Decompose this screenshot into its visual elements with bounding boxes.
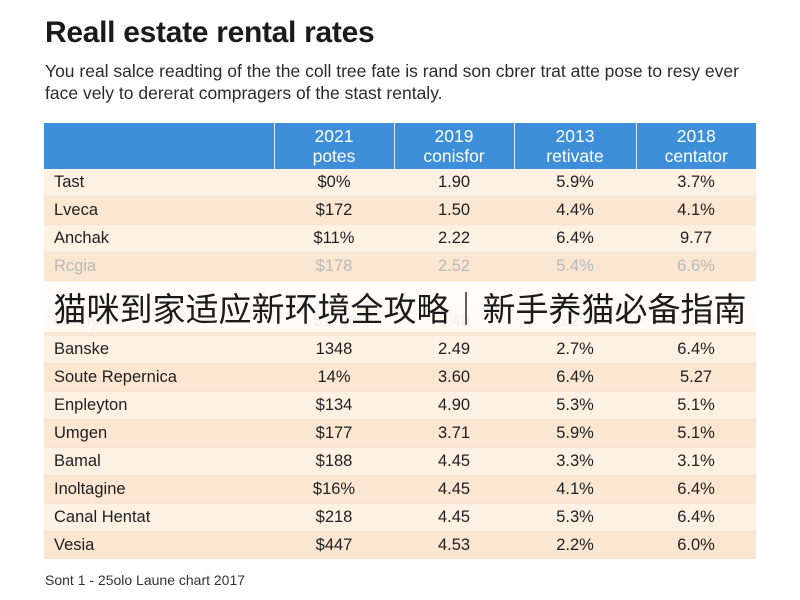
table-cell: 4.4%	[514, 196, 636, 225]
row-label: Soute Repernica	[44, 363, 274, 393]
table-cell: $134	[274, 391, 394, 421]
table-cell: 6.4%	[514, 363, 636, 393]
header-cell: 2018 centator	[635, 123, 756, 169]
table-cell: 5.9%	[514, 419, 636, 448]
table-cell: 4.1%	[636, 196, 756, 225]
chart-subtitle: You real salce readting of the the coll …	[45, 61, 739, 103]
table-row: Vesia $447 4.53 2.2% 6.0%	[44, 531, 756, 560]
table-cell: 2.2%	[514, 531, 636, 560]
table-row: Soute Repernica 14% 3.60 6.4% 5.27	[44, 363, 756, 393]
chart-title: Reall estate rental rates	[45, 16, 375, 49]
table-row: Umgen $177 3.71 5.9% 5.1%	[44, 419, 756, 448]
table-cell: 3.60	[394, 363, 514, 393]
table-cell: $218	[274, 503, 394, 532]
table-row: Inoltagine $16% 4.45 4.1% 6.4%	[44, 475, 756, 504]
table-row: Bamal $188 4.45 3.3% 3.1%	[44, 447, 756, 476]
table-row: Anchak $11% 2.22 6.4% 9.77	[44, 224, 756, 253]
table-row: Banske 1348 2.49 2.7% 6.4%	[44, 335, 756, 365]
row-label: Enpleyton	[44, 391, 274, 421]
table-cell: 6.4%	[636, 335, 756, 365]
table-body: Tast $0% 1.90 5.9% 3.7% Lveca $172 1.50 4.4% 4.1%…	[44, 169, 756, 560]
row-label: Anchak	[44, 224, 274, 253]
row-label: Banske	[44, 335, 274, 365]
table-cell: 1348	[274, 335, 394, 365]
table-cell: 6.4%	[636, 475, 756, 504]
table-cell: $11%	[274, 224, 394, 253]
table-cell: $172	[274, 196, 394, 225]
table-cell: 2.22	[394, 224, 514, 253]
row-label: Lveca	[44, 196, 274, 225]
table-cell: 5.1%	[636, 391, 756, 421]
table-cell: 6.6%	[636, 252, 756, 281]
rental-rates-table: 2021 potes 2019 conisfor 2013 retivate 2…	[44, 123, 756, 560]
row-label: Rcgia	[44, 252, 274, 281]
table-row: Enpleyton $134 4.90 5.3% 5.1%	[44, 391, 756, 421]
table-cell: 3.1%	[636, 447, 756, 476]
table-cell: 4.1%	[514, 475, 636, 504]
table-cell: 2.49	[394, 335, 514, 365]
table-cell: 5.3%	[514, 503, 636, 532]
table-cell: 5.4%	[514, 252, 636, 281]
table-row: Lveca $172 1.50 4.4% 4.1%	[44, 196, 756, 225]
table-cell: 3.7%	[636, 169, 756, 197]
table-cell: $0%	[274, 169, 394, 197]
table-cell: 6.0%	[636, 531, 756, 560]
source-note: Sont 1 - 25olo Laune chart 2017	[45, 572, 246, 588]
table-cell: 14%	[274, 363, 394, 393]
table-cell: 4.45	[394, 447, 514, 476]
table-cell: 5.3%	[514, 391, 636, 421]
table-row: Tast $0% 1.90 5.9% 3.7%	[44, 169, 756, 197]
table-cell: $16%	[274, 475, 394, 504]
table-cell: 9.77	[636, 224, 756, 253]
table-cell: $188	[274, 447, 394, 476]
table-cell: 4.45	[394, 475, 514, 504]
table-cell: 1.50	[394, 196, 514, 225]
row-label: Inoltagine	[44, 475, 274, 504]
table-cell: 1.90	[394, 169, 514, 197]
table-cell: 2.52	[394, 252, 514, 281]
table-cell: 2.7%	[514, 335, 636, 365]
rental-rates-table-container: 2021 potes 2019 conisfor 2013 retivate 2…	[44, 123, 756, 560]
table-cell: 3.3%	[514, 447, 636, 476]
header-line-1: 2019	[434, 126, 474, 146]
table-cell: 3.71	[394, 419, 514, 448]
overlay-caption: 猫咪到家适应新环境全攻略｜新手养猫必备指南	[53, 290, 747, 329]
table-cell: 5.27	[636, 363, 756, 393]
row-label: Canal Hentat	[44, 503, 274, 532]
table-row: Rcgia $178 2.52 5.4% 6.6%	[44, 252, 756, 281]
header-line-2: potes	[312, 146, 356, 166]
table-cell: 6.4%	[636, 503, 756, 532]
header-line-1: 2021	[314, 126, 354, 146]
row-label: Bamal	[44, 447, 274, 476]
table-cell: 4.53	[394, 531, 514, 560]
header-line-2: centator	[664, 146, 728, 166]
header-cell-blank	[44, 123, 274, 169]
overlay-banner: 猫咪到家适应新环境全攻略｜新手养猫必备指南	[0, 282, 800, 332]
table-cell: 4.45	[394, 503, 514, 532]
table-header-row: 2021 potes 2019 conisfor 2013 retivate 2…	[44, 123, 756, 169]
header-line-1: 2018	[676, 126, 716, 146]
header-line-2: conisfor	[423, 146, 485, 166]
header-line-1: 2013	[555, 126, 595, 146]
header-line-2: retivate	[546, 146, 604, 166]
table-cell: $178	[274, 252, 394, 281]
row-label: Tast	[44, 169, 274, 197]
row-label: Vesia	[44, 531, 274, 560]
table-cell: 5.1%	[636, 419, 756, 448]
table-cell: $447	[274, 531, 394, 560]
table-row: Canal Hentat $218 4.45 5.3% 6.4%	[44, 503, 756, 532]
header-cell: 2019 conisfor	[393, 123, 514, 169]
header-cell: 2021 potes	[273, 123, 394, 169]
row-label: Umgen	[44, 419, 274, 448]
table-cell: 4.90	[394, 391, 514, 421]
table-cell: $177	[274, 419, 394, 448]
table-cell: 5.9%	[514, 169, 636, 197]
table-cell: 6.4%	[514, 224, 636, 253]
header-cell: 2013 retivate	[513, 123, 636, 169]
